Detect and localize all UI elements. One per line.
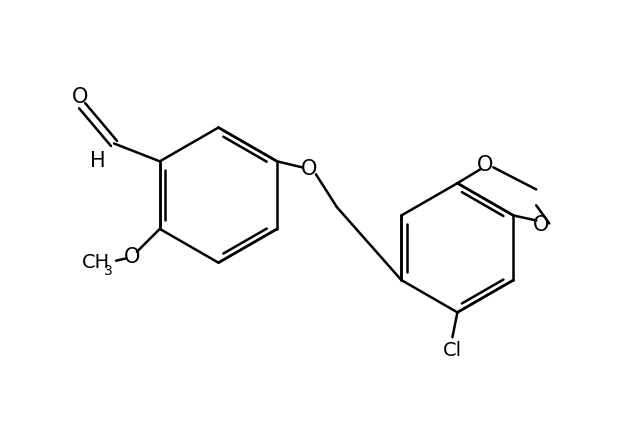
Text: O: O: [477, 155, 493, 175]
Text: O: O: [72, 87, 88, 107]
Text: O: O: [533, 215, 550, 235]
Text: O: O: [124, 247, 140, 267]
Text: O: O: [301, 159, 317, 179]
Text: CH: CH: [82, 253, 110, 272]
Text: 3: 3: [104, 264, 113, 278]
Text: H: H: [90, 152, 106, 171]
Text: Cl: Cl: [443, 341, 462, 360]
